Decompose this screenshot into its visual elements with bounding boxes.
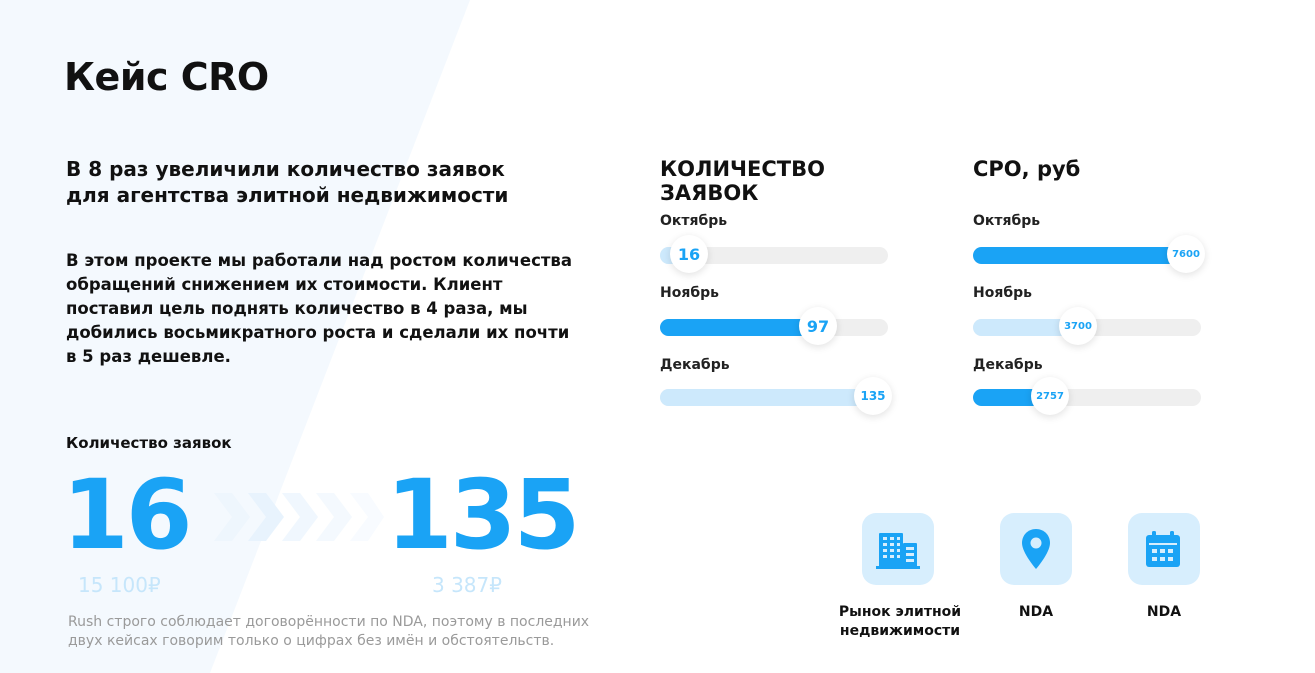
bar-fill: [973, 247, 1201, 264]
description-line: в 5 раз дешевле.: [66, 347, 231, 366]
leads-panel-title: КОЛИЧЕСТВО ЗАЯВОК: [660, 157, 860, 205]
subtitle-line: В 8 раз увеличили количество заявок: [66, 157, 505, 181]
bar-track: 97: [660, 307, 888, 345]
bar-value-knob: 16: [670, 235, 708, 273]
bar-track: 135: [660, 377, 892, 415]
page-title: Кейс CRO: [64, 55, 269, 99]
price-end: 3 387₽: [432, 573, 502, 597]
description-line: В этом проекте мы работали над ростом ко…: [66, 251, 572, 270]
case-subtitle: В 8 раз увеличили количество заявок для …: [66, 156, 626, 208]
leads-start-value: 16: [62, 459, 193, 571]
bar-track: 3700: [973, 307, 1201, 345]
chevrons-right-icon: [214, 493, 384, 541]
tile-market: [862, 513, 934, 585]
bar-track: 7600: [973, 235, 1205, 273]
tile-location: [1000, 513, 1072, 585]
cpo-month-november: Ноябрь: [973, 285, 1032, 301]
bar-track: 2757: [973, 377, 1201, 415]
map-pin-icon: [1022, 529, 1050, 569]
bar-fill: [660, 319, 824, 336]
building-icon: [876, 533, 920, 569]
description-line: обращений снижением их стоимости. Клиент: [66, 275, 503, 294]
caption-line: Рынок элитной: [838, 604, 962, 620]
leads-end-value: 135: [386, 459, 580, 571]
bar-fill: [973, 319, 1084, 336]
cpo-month-october: Октябрь: [973, 213, 1041, 229]
calendar-icon: [1146, 531, 1180, 567]
cpo-panel-title: СРО, руб: [973, 157, 1081, 181]
caption-line: недвижимости: [839, 623, 961, 639]
bar-track: 16: [660, 235, 888, 273]
note-line: двух кейсах говорим только о цифрах без …: [68, 633, 555, 649]
bar-value-knob: 2757: [1031, 377, 1069, 415]
bar-fill: [660, 389, 888, 406]
tile-calendar-caption: NDA: [1146, 604, 1182, 620]
leads-title-line: КОЛИЧЕСТВО: [660, 157, 825, 181]
note-line: Rush строго соблюдает договорённости по …: [68, 614, 590, 630]
tile-calendar: [1128, 513, 1200, 585]
tile-market-caption: Рынок элитной недвижимости: [830, 603, 970, 641]
leads-month-october: Октябрь: [660, 213, 728, 229]
leads-title-line: ЗАЯВОК: [660, 181, 759, 205]
bar-value-knob: 97: [799, 307, 837, 345]
description-line: поставил цель поднять количество в 4 раз…: [66, 299, 528, 318]
case-description: В этом проекте мы работали над ростом ко…: [66, 249, 636, 369]
leads-month-december: Декабрь: [660, 357, 730, 373]
summary-label: Количество заявок: [66, 434, 232, 452]
bar-value-knob: 7600: [1167, 235, 1205, 273]
cpo-month-december: Декабрь: [973, 357, 1043, 373]
leads-month-november: Ноябрь: [660, 285, 719, 301]
price-start: 15 100₽: [78, 573, 161, 597]
tile-location-caption: NDA: [1018, 604, 1054, 620]
subtitle-line: для агентства элитной недвижимости: [66, 183, 509, 207]
nda-note: Rush строго соблюдает договорённости по …: [68, 613, 638, 651]
bar-value-knob: 135: [854, 377, 892, 415]
bar-value-knob: 3700: [1059, 307, 1097, 345]
description-line: добились восьмикратного роста и сделали …: [66, 323, 570, 342]
